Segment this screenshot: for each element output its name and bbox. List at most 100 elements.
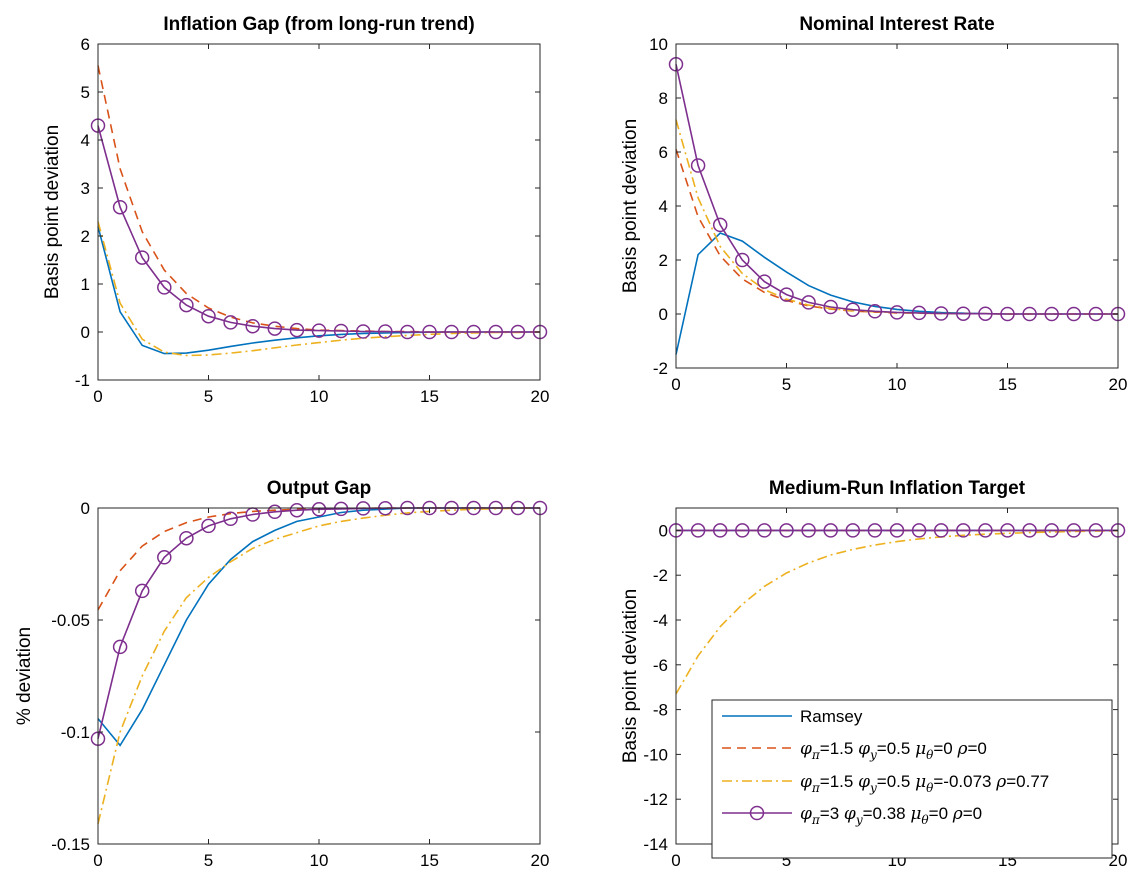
interest-rate-series-4-marker (845, 302, 861, 317)
inflation-gap-y-tick-label: 6 (81, 35, 90, 54)
output-gap-series-4-marker (201, 518, 216, 534)
inflation-target-series-line-3 (675, 530, 1119, 695)
inflation-target-x-tick-label: 20 (1109, 851, 1127, 870)
output-gap-y-tick-label: 0 (81, 499, 90, 518)
interest-rate-y-tick-label: 2 (659, 251, 668, 270)
interest-rate-series-4-marker (1000, 306, 1015, 322)
interest-rate-series-line-4 (675, 64, 1118, 315)
interest-rate-y-tick-label: -2 (653, 359, 668, 378)
inflation-gap-y-tick-label: 4 (81, 131, 90, 150)
inflation-target-y-tick-label: -12 (643, 790, 668, 809)
interest-rate-title: Nominal Interest Rate (799, 14, 994, 35)
legend-label-2: φπ=1.5 φy=0.5 μθ=0 ρ=0 (800, 739, 987, 762)
inflation-gap-y-tick-label: -1 (75, 371, 90, 390)
interest-rate-series-4-marker (978, 306, 993, 321)
legend: Ramsey φπ=1.5 φy=0.5 μθ=0 ρ=0 φπ=1.5 φy=0.… (711, 699, 1113, 859)
interest-rate-x-tick-label: 10 (888, 375, 907, 394)
interest-rate-y-tick-label: 4 (659, 197, 668, 216)
inflation-target-series-4-marker (889, 523, 905, 538)
inflation-target-series-4-marker (1044, 523, 1059, 538)
interest-rate-series-4-marker (801, 295, 816, 310)
output-gap-series-4-marker (289, 502, 305, 518)
legend-label-4: φπ=3 φy=0.38 μθ=0 ρ=0 (800, 804, 982, 827)
inflation-gap-plot-area (98, 44, 540, 380)
inflation-gap-series-4-marker (400, 324, 415, 340)
output-gap-y-axis-label: % deviation (14, 627, 35, 725)
interest-rate-x-tick-label: 15 (998, 375, 1017, 394)
inflation-target-series-4-marker (690, 523, 706, 538)
interest-rate-x-tick-label: 0 (671, 375, 680, 394)
inflation-target-series-4-marker (845, 523, 861, 538)
output-gap-title: Output Gap (267, 478, 371, 499)
inflation-target-x-tick-label: 5 (782, 851, 791, 870)
output-gap-x-tick-label: 10 (310, 851, 329, 870)
inflation-target-series-4-marker (867, 523, 883, 538)
output-gap-x-tick-label: 0 (93, 851, 102, 870)
inflation-target-y-tick-label: -4 (653, 611, 668, 630)
output-gap-series-line-3 (97, 507, 541, 824)
inflation-gap-x-tick-label: 5 (204, 387, 213, 406)
interest-rate-y-tick-label: 8 (659, 89, 668, 108)
inflation-gap-y-tick-label: 3 (81, 179, 90, 198)
inflation-target-series-4-marker (1022, 523, 1037, 538)
interest-rate-series-4-marker (889, 305, 905, 320)
inflation-target-x-tick-label: 0 (671, 851, 680, 870)
inflation-gap-x-tick-label: 10 (310, 387, 329, 406)
inflation-gap-series-4-marker (201, 308, 216, 324)
inflation-gap-series-4-marker (355, 324, 371, 339)
inflation-gap-y-tick-label: 2 (81, 227, 90, 246)
inflation-gap-x-tick-label: 20 (531, 387, 550, 406)
interest-rate-y-tick-label: 0 (659, 305, 668, 324)
interest-rate-series-4-marker (933, 306, 949, 321)
inflation-target-series-4-marker (757, 523, 772, 538)
legend-label-3: φπ=1.5 φy=0.5 μθ=-0.073 ρ=0.77 (800, 772, 1049, 795)
interest-rate-series-group (668, 57, 1126, 355)
inflation-target-series-4-marker (1088, 523, 1104, 538)
inflation-target-y-tick-label: 0 (659, 521, 668, 540)
inflation-gap-y-tick-label: 1 (81, 275, 90, 294)
inflation-gap-series-4-marker (112, 199, 128, 215)
inflation-gap-series-4-marker (488, 324, 504, 340)
output-gap-series-4-marker (134, 583, 150, 599)
legend-box (711, 699, 1113, 859)
interest-rate-series-4-marker (823, 299, 838, 315)
interest-rate-x-tick-label: 5 (782, 375, 791, 394)
inflation-gap-series-line-4 (97, 125, 540, 333)
interest-rate-series-4-marker (735, 252, 750, 268)
inflation-gap-series-4-marker (289, 322, 305, 338)
output-gap-x-tick-label: 5 (204, 851, 213, 870)
output-gap-series-4-marker (311, 502, 327, 517)
inflation-gap-series-line-2 (97, 65, 540, 333)
output-gap-series-4-marker (333, 501, 349, 517)
inflation-gap-series-4-marker (157, 280, 172, 295)
inflation-target-series-4-marker (735, 523, 750, 538)
inflation-target-series-4-marker (978, 523, 993, 538)
output-gap-x-tick-label: 20 (531, 851, 550, 870)
interest-rate-series-4-marker (1044, 306, 1059, 322)
inflation-target-y-tick-label: -10 (643, 745, 668, 764)
interest-rate-series-4-marker (1022, 306, 1037, 322)
interest-rate-series-4-marker (712, 217, 728, 233)
inflation-target-title: Medium-Run Inflation Target (769, 478, 1026, 499)
interest-rate-series-4-marker (1088, 306, 1104, 322)
inflation-target-series-4-marker (823, 523, 838, 538)
output-gap-x-tick-label: 15 (420, 851, 439, 870)
output-gap-y-tick-label: -0.05 (51, 611, 90, 630)
interest-rate-series-4-marker (956, 306, 971, 321)
inflation-gap-series-4-marker (422, 324, 437, 340)
inflation-gap-series-4-marker (510, 324, 526, 340)
legend-label-1: Ramsey (800, 707, 863, 726)
output-gap-series-4-marker (112, 639, 128, 655)
inflation-target-series-4-marker (956, 523, 971, 538)
panel-output-gap: 0 5 10 15 20 -0.15 -0.1 -0.05 0 Output Gap % devia… (14, 478, 549, 870)
interest-rate-y-tick-label: 6 (659, 143, 668, 162)
interest-rate-x-tick-label: 20 (1109, 375, 1127, 394)
inflation-gap-y-axis-label: Basis point deviation (42, 125, 63, 299)
output-gap-plot-area (98, 508, 540, 844)
inflation-gap-series-4-marker (378, 324, 393, 339)
inflation-target-series-4-marker (911, 523, 927, 538)
inflation-gap-series-4-marker (267, 321, 283, 336)
inflation-gap-y-tick-label: 0 (81, 323, 90, 342)
